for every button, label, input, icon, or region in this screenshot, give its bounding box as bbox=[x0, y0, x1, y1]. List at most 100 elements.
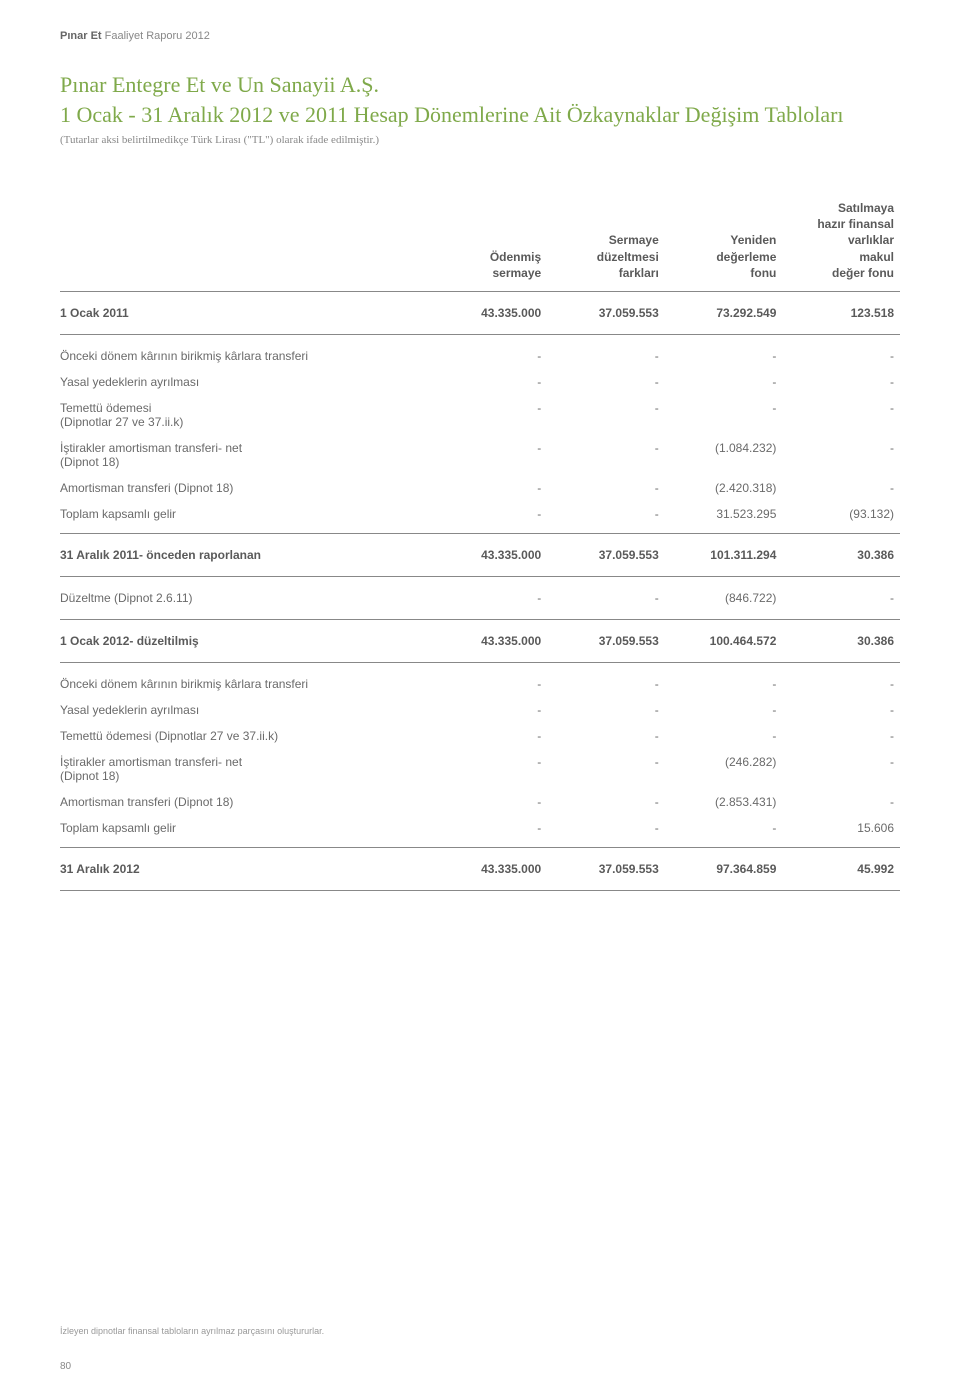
cell-value: - bbox=[430, 334, 548, 369]
cell-value: - bbox=[782, 334, 900, 369]
table-row: İştirakler amortisman transferi- net(Dip… bbox=[60, 749, 900, 789]
cell-value: - bbox=[430, 697, 548, 723]
cell-value: 37.059.553 bbox=[547, 847, 665, 890]
cell-value: 100.464.572 bbox=[665, 619, 783, 662]
cell-value: 37.059.553 bbox=[547, 291, 665, 334]
cell-value: - bbox=[430, 815, 548, 848]
cell-value: - bbox=[665, 334, 783, 369]
cell-value: 15.606 bbox=[782, 815, 900, 848]
cell-value: 101.311.294 bbox=[665, 533, 783, 576]
row-label: 1 Ocak 2011 bbox=[60, 291, 430, 334]
cell-value: 43.335.000 bbox=[430, 847, 548, 890]
col-satilmaya-hazir: Satılmaya hazır finansal varlıklar makul… bbox=[782, 196, 900, 291]
cell-value: - bbox=[430, 749, 548, 789]
page-number: 80 bbox=[60, 1361, 71, 1372]
table-row: 31 Aralık 201243.335.00037.059.55397.364… bbox=[60, 847, 900, 890]
table-header-row: Ödenmiş sermaye Sermaye düzeltmesi farkl… bbox=[60, 196, 900, 291]
cell-value: - bbox=[547, 395, 665, 435]
col-sermaye-duzeltmesi: Sermaye düzeltmesi farkları bbox=[547, 196, 665, 291]
cell-value: - bbox=[782, 789, 900, 815]
cell-value: 43.335.000 bbox=[430, 291, 548, 334]
cell-value: - bbox=[547, 435, 665, 475]
cell-value: - bbox=[547, 749, 665, 789]
cell-value: - bbox=[547, 369, 665, 395]
row-label: Önceki dönem kârının birikmiş kârlara tr… bbox=[60, 334, 430, 369]
cell-value: - bbox=[430, 395, 548, 435]
cell-value: (2.853.431) bbox=[665, 789, 783, 815]
cell-value: - bbox=[782, 435, 900, 475]
table-row: Önceki dönem kârının birikmiş kârlara tr… bbox=[60, 662, 900, 697]
col-yeniden-degerleme: Yeniden değerleme fonu bbox=[665, 196, 783, 291]
report-subtitle: 1 Ocak - 31 Aralık 2012 ve 2011 Hesap Dö… bbox=[60, 102, 900, 128]
table-row: İştirakler amortisman transferi- net(Dip… bbox=[60, 435, 900, 475]
row-label: Amortisman transferi (Dipnot 18) bbox=[60, 789, 430, 815]
cell-value: - bbox=[782, 749, 900, 789]
cell-value: - bbox=[782, 475, 900, 501]
cell-value: - bbox=[782, 369, 900, 395]
cell-value: - bbox=[665, 723, 783, 749]
cell-value: (1.084.232) bbox=[665, 435, 783, 475]
doc-header: Pınar Et Faaliyet Raporu 2012 bbox=[60, 30, 900, 42]
table-row: Toplam kapsamlı gelir---15.606 bbox=[60, 815, 900, 848]
cell-value: 43.335.000 bbox=[430, 619, 548, 662]
cell-value: - bbox=[547, 789, 665, 815]
cell-value: - bbox=[430, 435, 548, 475]
footnote: İzleyen dipnotlar finansal tabloların ay… bbox=[60, 1326, 324, 1336]
cell-value: 43.335.000 bbox=[430, 533, 548, 576]
cell-value: - bbox=[547, 475, 665, 501]
cell-value: - bbox=[547, 723, 665, 749]
row-label: Düzeltme (Dipnot 2.6.11) bbox=[60, 576, 430, 619]
cell-value: - bbox=[430, 501, 548, 534]
table-row: Temettü ödemesi(Dipnotlar 27 ve 37.ii.k)… bbox=[60, 395, 900, 435]
row-label: 31 Aralık 2011- önceden raporlanan bbox=[60, 533, 430, 576]
currency-note: (Tutarlar aksi belirtilmedikçe Türk Lira… bbox=[60, 134, 900, 146]
cell-value: - bbox=[430, 723, 548, 749]
cell-value: - bbox=[430, 369, 548, 395]
cell-value: 97.364.859 bbox=[665, 847, 783, 890]
header-rest: Faaliyet Raporu 2012 bbox=[102, 30, 210, 42]
cell-value: - bbox=[547, 334, 665, 369]
table-row: Yasal yedeklerin ayrılması---- bbox=[60, 369, 900, 395]
table-row: Amortisman transferi (Dipnot 18)--(2.420… bbox=[60, 475, 900, 501]
header-brand: Pınar Et bbox=[60, 30, 102, 42]
cell-value: - bbox=[665, 662, 783, 697]
cell-value: - bbox=[547, 662, 665, 697]
row-label: Temettü ödemesi(Dipnotlar 27 ve 37.ii.k) bbox=[60, 395, 430, 435]
table-row: Yasal yedeklerin ayrılması---- bbox=[60, 697, 900, 723]
cell-value: - bbox=[547, 576, 665, 619]
cell-value: 45.992 bbox=[782, 847, 900, 890]
cell-value: - bbox=[547, 697, 665, 723]
cell-value: - bbox=[665, 815, 783, 848]
equity-change-table: Ödenmiş sermaye Sermaye düzeltmesi farkl… bbox=[60, 196, 900, 891]
cell-value: - bbox=[547, 501, 665, 534]
col-odenmis: Ödenmiş sermaye bbox=[430, 196, 548, 291]
row-label: Toplam kapsamlı gelir bbox=[60, 815, 430, 848]
table-row: Toplam kapsamlı gelir--31.523.295(93.132… bbox=[60, 501, 900, 534]
cell-value: (246.282) bbox=[665, 749, 783, 789]
row-label: Toplam kapsamlı gelir bbox=[60, 501, 430, 534]
cell-value: - bbox=[430, 475, 548, 501]
row-label: 31 Aralık 2012 bbox=[60, 847, 430, 890]
cell-value: 123.518 bbox=[782, 291, 900, 334]
cell-value: - bbox=[782, 662, 900, 697]
cell-value: 30.386 bbox=[782, 619, 900, 662]
table-row: Düzeltme (Dipnot 2.6.11)--(846.722)- bbox=[60, 576, 900, 619]
row-sublabel: (Dipnot 18) bbox=[60, 455, 424, 469]
row-label: 1 Ocak 2012- düzeltilmiş bbox=[60, 619, 430, 662]
table-row: Temettü ödemesi (Dipnotlar 27 ve 37.ii.k… bbox=[60, 723, 900, 749]
cell-value: (93.132) bbox=[782, 501, 900, 534]
page: Pınar Et Faaliyet Raporu 2012 Pınar Ente… bbox=[0, 0, 960, 891]
row-label: Temettü ödemesi (Dipnotlar 27 ve 37.ii.k… bbox=[60, 723, 430, 749]
cell-value: - bbox=[782, 576, 900, 619]
row-label: Yasal yedeklerin ayrılması bbox=[60, 697, 430, 723]
cell-value: (846.722) bbox=[665, 576, 783, 619]
table-body: 1 Ocak 201143.335.00037.059.55373.292.54… bbox=[60, 291, 900, 890]
row-label: Önceki dönem kârının birikmiş kârlara tr… bbox=[60, 662, 430, 697]
cell-value: - bbox=[782, 723, 900, 749]
cell-value: - bbox=[430, 789, 548, 815]
cell-value: - bbox=[665, 369, 783, 395]
cell-value: - bbox=[782, 697, 900, 723]
row-label: Yasal yedeklerin ayrılması bbox=[60, 369, 430, 395]
cell-value: - bbox=[782, 395, 900, 435]
cell-value: - bbox=[430, 662, 548, 697]
